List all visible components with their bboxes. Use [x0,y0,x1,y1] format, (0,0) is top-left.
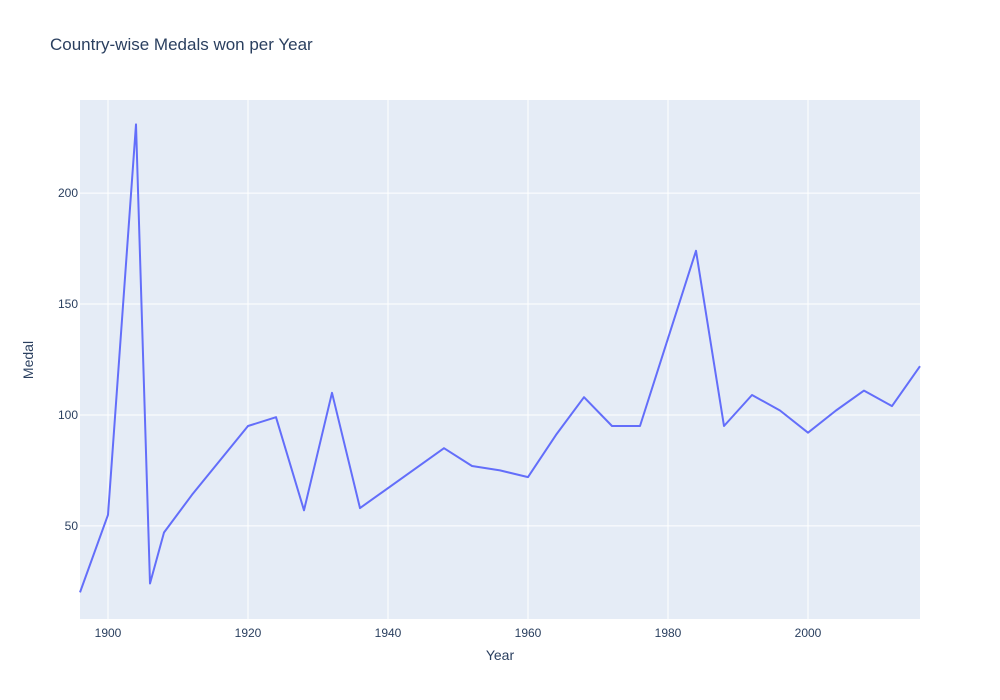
y-tick-label: 150 [58,297,78,311]
x-tick-label: 1940 [375,626,402,640]
x-tick-label: 2000 [795,626,822,640]
plot-area [80,100,920,619]
data-point[interactable] [244,422,252,430]
data-point[interactable] [916,362,924,370]
data-point[interactable] [146,580,154,588]
data-point[interactable] [160,529,168,537]
data-point[interactable] [580,393,588,401]
y-tick-label: 200 [58,186,78,200]
x-axis-label: Year [486,647,515,663]
y-tick-label: 100 [58,408,78,422]
data-point[interactable] [524,473,532,481]
grid-lines [80,100,920,619]
data-point[interactable] [76,588,84,596]
data-point[interactable] [468,462,476,470]
x-tick-label: 1980 [655,626,682,640]
x-tick-label: 1920 [235,626,262,640]
series-line [79,123,921,593]
data-point[interactable] [272,413,280,421]
data-point[interactable] [832,407,840,415]
tick-labels: 1900 1920 1940 1960 1980 2000 50 100 150 200 [58,186,822,640]
data-point[interactable] [300,506,308,514]
data-point[interactable] [188,491,196,499]
data-point[interactable] [692,247,700,255]
data-point[interactable] [636,422,644,430]
x-tick-label: 1960 [515,626,542,640]
data-point[interactable] [552,431,560,439]
data-point[interactable] [328,389,336,397]
x-tick-label: 1900 [95,626,122,640]
data-point[interactable] [132,120,140,128]
y-tick-label: 50 [65,519,79,533]
series-layer [76,120,924,596]
data-point[interactable] [720,422,728,430]
data-point[interactable] [804,429,812,437]
data-point[interactable] [888,402,896,410]
data-point[interactable] [860,387,868,395]
data-point[interactable] [104,511,112,519]
data-point[interactable] [608,422,616,430]
data-point[interactable] [776,407,784,415]
data-point[interactable] [748,391,756,399]
data-point[interactable] [356,504,364,512]
y-axis-label: Medal [20,341,36,379]
data-point[interactable] [496,466,504,474]
chart-title: Country-wise Medals won per Year [50,35,313,54]
data-point[interactable] [440,444,448,452]
